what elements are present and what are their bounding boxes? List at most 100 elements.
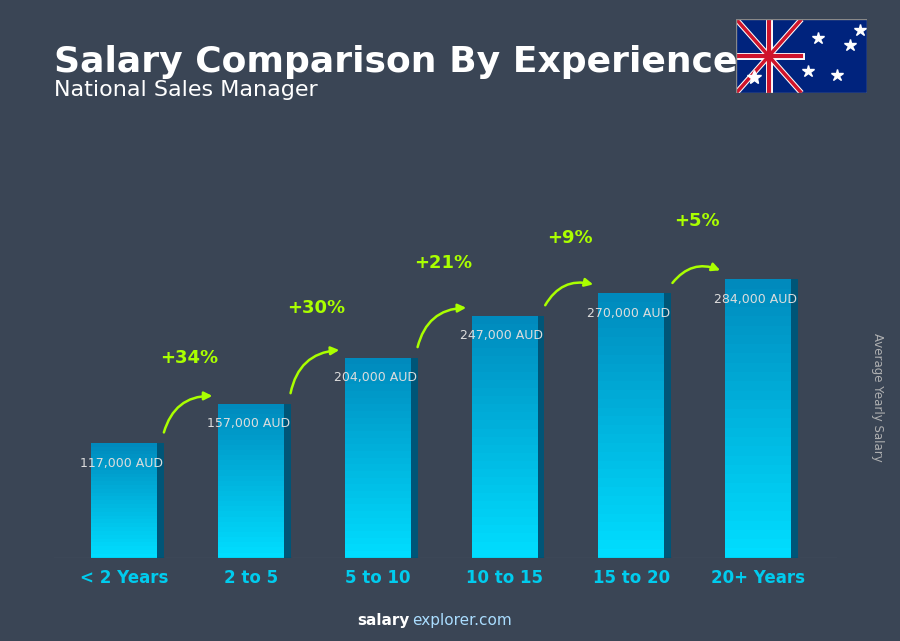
Bar xyxy=(725,409,791,419)
Polygon shape xyxy=(284,404,291,558)
Bar xyxy=(218,553,284,558)
Bar xyxy=(725,317,791,326)
Bar xyxy=(472,509,537,517)
Bar xyxy=(91,531,157,535)
Bar xyxy=(345,458,410,464)
Bar xyxy=(345,524,410,531)
Bar xyxy=(598,354,664,363)
Text: Salary Comparison By Experience: Salary Comparison By Experience xyxy=(54,45,737,79)
Bar xyxy=(725,493,791,502)
Bar xyxy=(91,481,157,485)
Bar xyxy=(218,547,284,553)
Bar xyxy=(345,518,410,524)
Bar xyxy=(91,458,157,462)
Bar xyxy=(345,451,410,458)
Bar xyxy=(725,474,791,483)
Bar xyxy=(345,491,410,497)
Bar xyxy=(598,522,664,531)
Bar xyxy=(345,444,410,451)
Bar xyxy=(725,428,791,437)
Bar xyxy=(472,493,537,501)
Bar xyxy=(345,385,410,391)
Bar xyxy=(345,504,410,511)
Bar xyxy=(725,344,791,353)
Bar xyxy=(91,451,157,454)
Bar xyxy=(218,486,284,491)
Text: 204,000 AUD: 204,000 AUD xyxy=(334,371,417,385)
Bar xyxy=(91,443,157,447)
Bar xyxy=(91,497,157,501)
Bar xyxy=(725,530,791,539)
Bar xyxy=(472,420,537,429)
Bar xyxy=(91,466,157,470)
Bar xyxy=(725,363,791,372)
Polygon shape xyxy=(410,358,418,558)
Text: +21%: +21% xyxy=(414,254,472,272)
Bar xyxy=(725,353,791,363)
Bar xyxy=(345,478,410,485)
Bar xyxy=(598,363,664,372)
Bar xyxy=(598,319,664,328)
Bar xyxy=(472,348,537,356)
Bar xyxy=(725,288,791,298)
Bar xyxy=(91,470,157,474)
Bar xyxy=(472,461,537,469)
Bar xyxy=(598,540,664,549)
Polygon shape xyxy=(157,443,164,558)
Bar xyxy=(345,358,410,364)
Text: Average Yearly Salary: Average Yearly Salary xyxy=(871,333,884,462)
Bar xyxy=(598,417,664,426)
Text: 247,000 AUD: 247,000 AUD xyxy=(461,329,544,342)
Bar xyxy=(472,437,537,445)
Text: +34%: +34% xyxy=(160,349,218,367)
Bar xyxy=(472,477,537,485)
Bar xyxy=(91,515,157,519)
Bar xyxy=(725,390,791,400)
Bar xyxy=(598,293,664,302)
Bar xyxy=(472,501,537,509)
Bar xyxy=(218,476,284,481)
Bar xyxy=(598,478,664,487)
Bar xyxy=(218,512,284,517)
Bar xyxy=(725,456,791,465)
Bar xyxy=(345,551,410,558)
Bar xyxy=(725,539,791,549)
Bar xyxy=(598,302,664,311)
Bar xyxy=(218,409,284,414)
Bar xyxy=(725,298,791,307)
Bar xyxy=(598,461,664,469)
Bar xyxy=(218,460,284,465)
Bar xyxy=(91,474,157,478)
Bar xyxy=(345,411,410,418)
Bar xyxy=(472,315,537,324)
Bar xyxy=(472,453,537,461)
Bar xyxy=(472,445,537,453)
Bar xyxy=(218,445,284,450)
Bar xyxy=(472,517,537,526)
Bar xyxy=(725,465,791,474)
Bar xyxy=(472,404,537,412)
Bar xyxy=(91,489,157,493)
Bar xyxy=(91,527,157,531)
Bar xyxy=(725,279,791,288)
Bar xyxy=(218,491,284,496)
Bar xyxy=(472,356,537,364)
Text: explorer.com: explorer.com xyxy=(412,613,512,628)
Bar xyxy=(345,471,410,478)
Bar xyxy=(472,542,537,549)
Bar xyxy=(598,531,664,540)
Bar xyxy=(91,447,157,451)
Bar xyxy=(725,446,791,456)
Bar xyxy=(345,538,410,544)
Bar xyxy=(725,419,791,428)
Bar xyxy=(218,414,284,419)
Bar xyxy=(345,464,410,471)
Bar xyxy=(598,381,664,390)
Bar xyxy=(218,542,284,547)
Bar xyxy=(218,481,284,486)
Bar xyxy=(725,381,791,390)
Text: 157,000 AUD: 157,000 AUD xyxy=(207,417,290,431)
Bar xyxy=(598,408,664,417)
Bar xyxy=(725,372,791,381)
Bar xyxy=(598,549,664,558)
